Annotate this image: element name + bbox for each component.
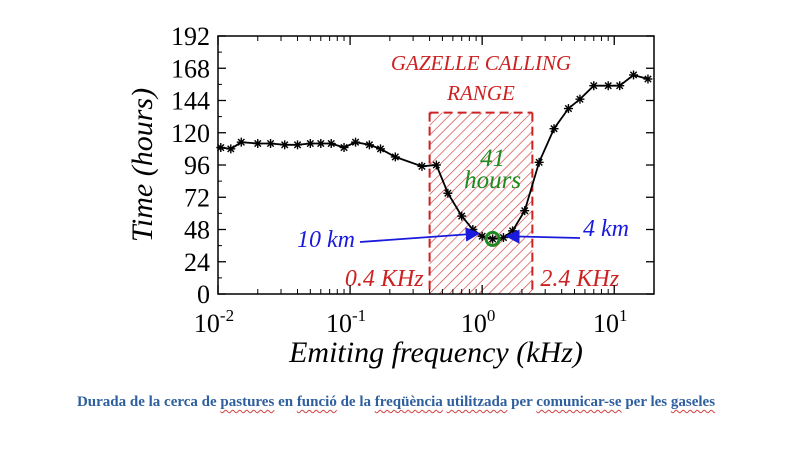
x-tick-label: 100 xyxy=(461,306,496,338)
caption-word: funció xyxy=(296,394,337,410)
x-tick-label: 10-1 xyxy=(326,306,366,338)
y-tick-label: 96 xyxy=(184,151,210,180)
minimum-point-marker xyxy=(484,230,501,247)
data-point xyxy=(589,81,599,91)
data-point xyxy=(488,234,498,244)
y-tick-label: 120 xyxy=(171,119,210,148)
caption-word: comunicar-se xyxy=(536,394,622,410)
data-point xyxy=(376,144,386,154)
caption-word: utilitzada xyxy=(446,394,508,410)
data-point xyxy=(305,139,315,148)
y-tick-label: 72 xyxy=(184,183,210,212)
data-point xyxy=(468,225,478,234)
band-title-line2: RANGE xyxy=(446,81,515,105)
data-point xyxy=(253,139,263,148)
calling-range-band xyxy=(429,112,533,294)
x-tick-label: 101 xyxy=(593,306,628,338)
data-point xyxy=(326,139,336,148)
left-distance-label: 10 km xyxy=(297,227,355,253)
minimum-unit-label: hours xyxy=(464,167,521,194)
data-point xyxy=(443,188,453,198)
data-point xyxy=(603,81,613,91)
caption-word: pastures xyxy=(220,394,275,410)
y-tick-label: 0 xyxy=(197,280,210,309)
data-point xyxy=(563,104,573,114)
caption-word: de la xyxy=(340,394,371,410)
left-edge-label: 0.4 KHz xyxy=(345,266,424,292)
x-axis-label: Emiting frequency (kHz) xyxy=(288,336,583,369)
band-title-line1: GAZELLE CALLING xyxy=(391,51,571,75)
left-distance-arrow xyxy=(359,227,481,243)
y-tick-label: 192 xyxy=(171,22,210,51)
series-line xyxy=(220,74,649,240)
right-distance-arrow xyxy=(505,229,581,244)
data-point xyxy=(575,94,585,104)
data-point xyxy=(339,143,349,153)
caption-word: freqüència xyxy=(374,394,443,410)
data-point xyxy=(364,140,374,150)
data-point xyxy=(520,206,530,216)
data-point xyxy=(417,161,427,171)
data-point xyxy=(390,152,400,162)
data-point xyxy=(615,81,625,91)
data-point xyxy=(629,70,639,80)
data-point xyxy=(266,139,276,148)
figure-caption: Durada de la cerca de pastures en funció… xyxy=(0,394,792,411)
y-tick-label: 24 xyxy=(184,248,210,277)
data-point xyxy=(549,124,559,134)
right-distance-label: 4 km xyxy=(583,216,629,242)
y-axis-label: Time (hours) xyxy=(126,88,159,242)
data-point xyxy=(457,211,467,221)
caption-word: en xyxy=(278,394,294,410)
data-point xyxy=(508,226,518,236)
data-point xyxy=(236,137,246,147)
data-point xyxy=(293,140,303,150)
data-point xyxy=(226,144,236,154)
right-edge-label: 2.4 KHz xyxy=(540,266,619,292)
caption-word: Durada de la cerca de xyxy=(76,394,217,410)
x-tick-label: 10-2 xyxy=(194,306,234,338)
caption-word: per xyxy=(511,394,533,410)
data-point xyxy=(643,74,653,84)
data-point xyxy=(534,157,544,167)
minimum-value-label: 41 xyxy=(480,145,505,172)
y-tick-label: 168 xyxy=(171,54,210,83)
caption-word: per les xyxy=(625,394,668,410)
data-point xyxy=(431,160,441,170)
data-point xyxy=(351,137,361,147)
y-tick-label: 48 xyxy=(184,216,210,245)
data-point xyxy=(316,139,326,148)
caption-word: gaseles xyxy=(670,394,716,410)
y-tick-label: 144 xyxy=(171,87,210,116)
data-point xyxy=(280,140,290,150)
